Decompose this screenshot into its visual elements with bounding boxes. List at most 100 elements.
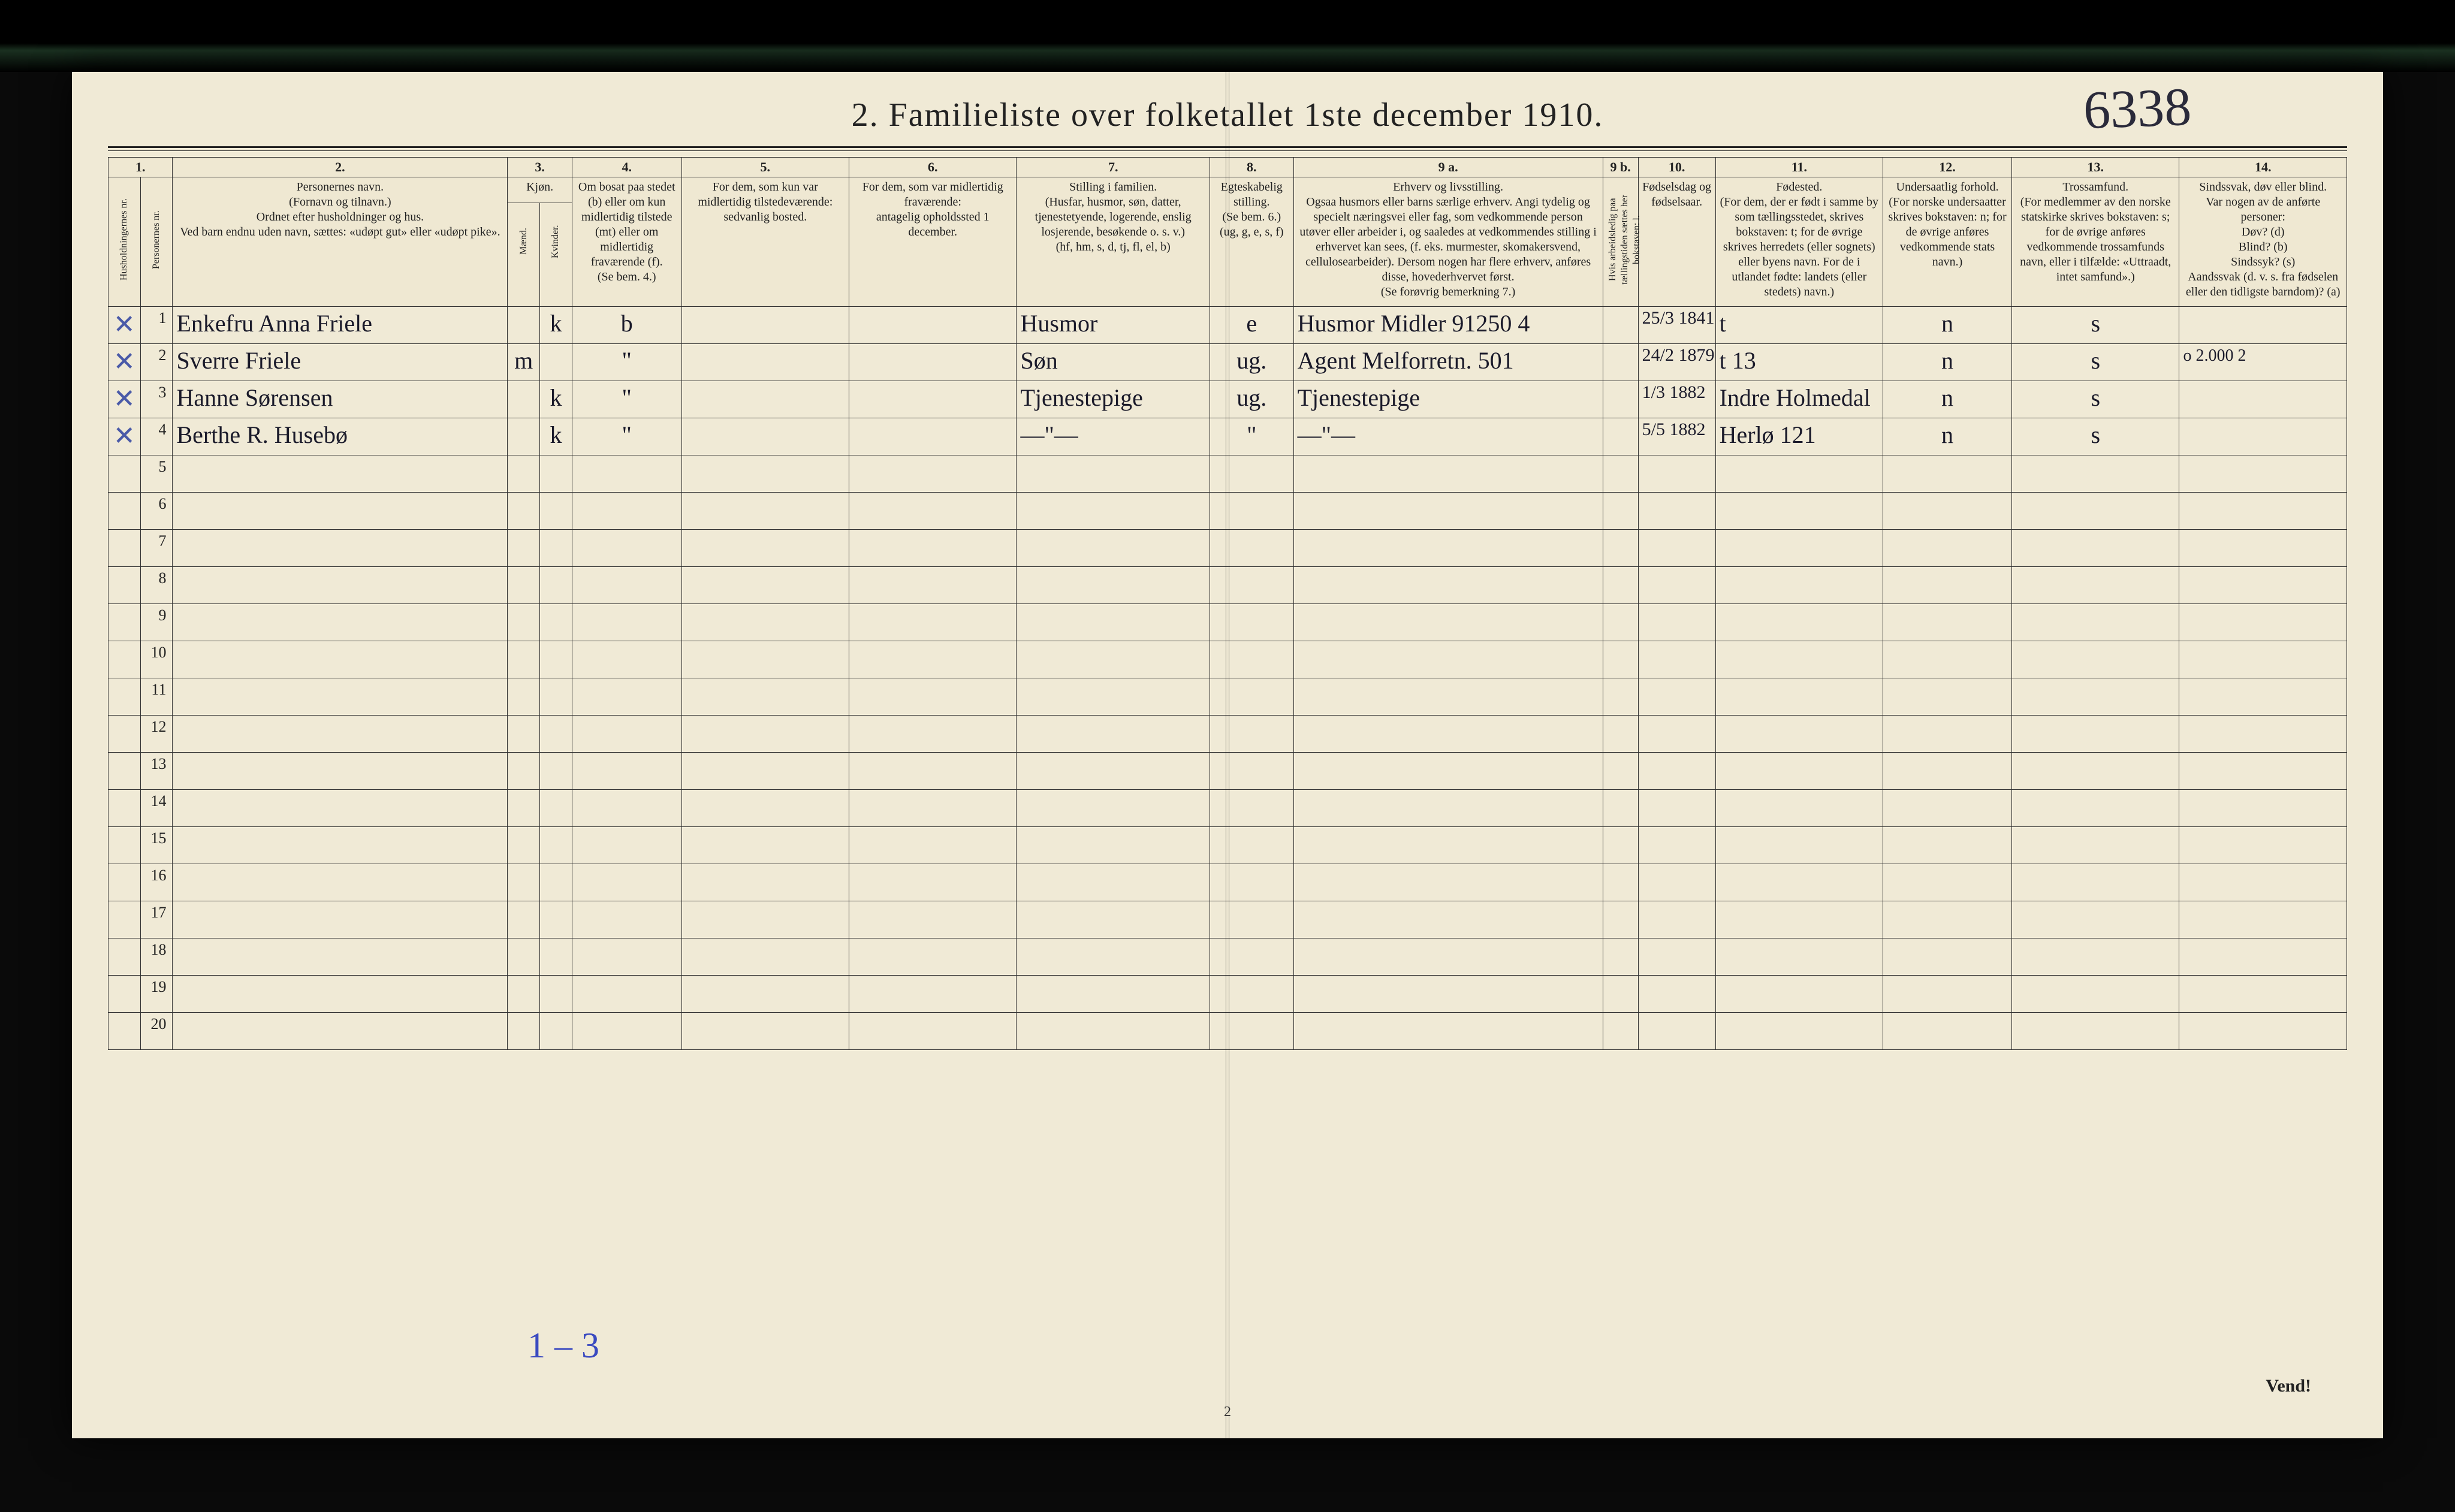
table-row: ✕4Berthe R. Husebøk"—"—"—"—5/5 1882Herlø…: [108, 418, 2347, 455]
hdr-unemployed: Hvis arbeidsledig paa tællingstiden sætt…: [1603, 177, 1638, 306]
hdr-temp-absent: For dem, som var midlertidig fraværende:…: [849, 177, 1017, 306]
table-row: 7: [108, 529, 2347, 566]
cell-disability: [2179, 381, 2347, 418]
handwritten-page-number: 6338: [2082, 76, 2192, 141]
census-table: 1. 2. 3. 4. 5. 6. 7. 8. 9 a. 9 b. 10. 11…: [108, 157, 2347, 1050]
cell-nationality: [1883, 975, 2012, 1012]
row-number: 1: [140, 306, 173, 343]
cell-disability: [2179, 566, 2347, 603]
cell-marital: [1210, 566, 1293, 603]
cell-marital: ug.: [1210, 381, 1293, 418]
cell-disability: [2179, 715, 2347, 752]
row-mark: [108, 492, 141, 529]
cell-nationality: n: [1883, 306, 2012, 343]
cell-nationality: [1883, 938, 2012, 975]
cell-sex-k: [540, 901, 572, 938]
colnum-2: 2.: [173, 158, 508, 177]
cell-sex-m: [508, 603, 540, 641]
cell-temp-present: [681, 864, 849, 901]
cell-family-position: [1017, 529, 1210, 566]
cell-marital: [1210, 752, 1293, 789]
cell-birthdate: [1638, 752, 1715, 789]
cell-residence: [572, 715, 681, 752]
row-number: 11: [140, 678, 173, 715]
colnum-11: 11.: [1715, 158, 1883, 177]
cell-temp-absent: [849, 306, 1017, 343]
cell-marital: [1210, 492, 1293, 529]
rule-light: [108, 150, 2347, 151]
cell-birthdate: [1638, 529, 1715, 566]
cell-residence: [572, 938, 681, 975]
cell-religion: [2012, 492, 2179, 529]
cell-sex-k: [540, 492, 572, 529]
cell-marital: [1210, 864, 1293, 901]
cell-marital: [1210, 1012, 1293, 1049]
cell-disability: [2179, 306, 2347, 343]
cell-occupation: [1293, 529, 1603, 566]
cell-family-position: [1017, 455, 1210, 492]
cell-temp-present: [681, 603, 849, 641]
cell-family-position: [1017, 492, 1210, 529]
cell-name: [173, 752, 508, 789]
cell-religion: [2012, 715, 2179, 752]
cell-marital: [1210, 455, 1293, 492]
cell-sex-m: [508, 938, 540, 975]
cell-unemployed: [1603, 938, 1638, 975]
cell-name: [173, 715, 508, 752]
cell-birthdate: [1638, 1012, 1715, 1049]
table-row: 8: [108, 566, 2347, 603]
cell-temp-present: [681, 789, 849, 826]
cell-occupation: [1293, 975, 1603, 1012]
table-row: ✕3Hanne Sørensenk"Tjenestepigeug.Tjenest…: [108, 381, 2347, 418]
cell-temp-present: [681, 975, 849, 1012]
cell-marital: ": [1210, 418, 1293, 455]
cell-temp-present: [681, 715, 849, 752]
cell-family-position: Tjenestepige: [1017, 381, 1210, 418]
cell-occupation: [1293, 641, 1603, 678]
cell-occupation: [1293, 715, 1603, 752]
cell-religion: s: [2012, 343, 2179, 381]
cell-disability: [2179, 455, 2347, 492]
cell-temp-absent: [849, 529, 1017, 566]
cell-sex-k: [540, 752, 572, 789]
cell-occupation: [1293, 901, 1603, 938]
cell-nationality: n: [1883, 381, 2012, 418]
cell-residence: [572, 603, 681, 641]
cell-temp-present: [681, 752, 849, 789]
cell-birthdate: [1638, 641, 1715, 678]
hdr-sex: Kjøn.: [508, 177, 572, 203]
colnum-5: 5.: [681, 158, 849, 177]
cell-residence: [572, 826, 681, 864]
colnum-12: 12.: [1883, 158, 2012, 177]
cell-religion: s: [2012, 381, 2179, 418]
cell-sex-m: [508, 752, 540, 789]
row-number: 13: [140, 752, 173, 789]
cell-temp-present: [681, 826, 849, 864]
cell-marital: [1210, 975, 1293, 1012]
cell-birthplace: [1715, 603, 1883, 641]
cell-name: [173, 826, 508, 864]
row-mark: [108, 603, 141, 641]
cell-sex-k: [540, 529, 572, 566]
cell-temp-present: [681, 306, 849, 343]
cell-birthplace: t: [1715, 306, 1883, 343]
hdr-name: Personernes navn. (Fornavn og tilnavn.) …: [173, 177, 508, 306]
colnum-13: 13.: [2012, 158, 2179, 177]
cell-occupation: [1293, 566, 1603, 603]
table-row: 13: [108, 752, 2347, 789]
row-mark: [108, 678, 141, 715]
cell-unemployed: [1603, 864, 1638, 901]
cell-residence: ": [572, 343, 681, 381]
table-header: 1. 2. 3. 4. 5. 6. 7. 8. 9 a. 9 b. 10. 11…: [108, 158, 2347, 307]
cell-temp-present: [681, 343, 849, 381]
cell-religion: [2012, 789, 2179, 826]
cell-family-position: [1017, 938, 1210, 975]
cell-religion: [2012, 455, 2179, 492]
cell-name: [173, 1012, 508, 1049]
cell-sex-m: [508, 975, 540, 1012]
cell-unemployed: [1603, 975, 1638, 1012]
cell-disability: [2179, 752, 2347, 789]
cell-birthdate: [1638, 566, 1715, 603]
cell-unemployed: [1603, 418, 1638, 455]
colnum-7: 7.: [1017, 158, 1210, 177]
